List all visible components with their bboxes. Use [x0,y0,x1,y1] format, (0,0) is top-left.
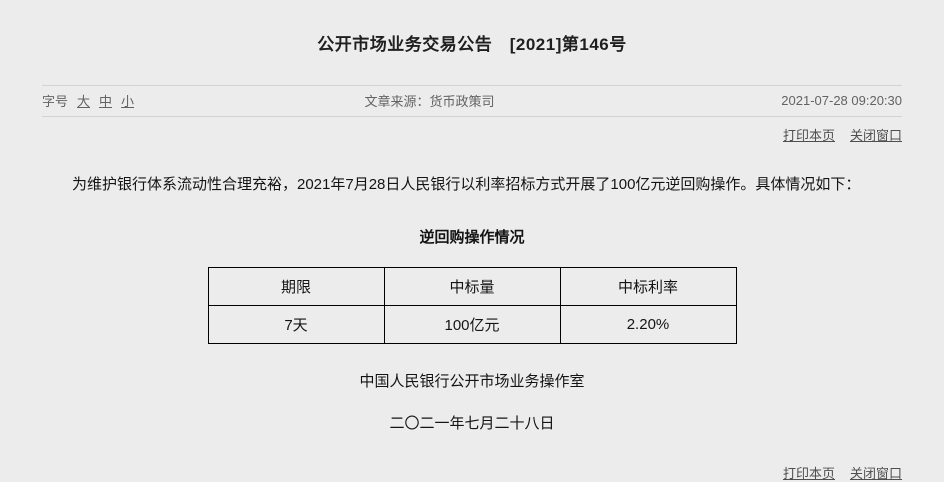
table-cell-term: 7天 [207,304,385,344]
announcement-paragraph: 为维护银行体系流动性合理充裕，2021年7月28日人民银行以利率招标方式开展了1… [72,176,861,193]
page-actions-top: 打印本页 关闭窗口 [42,117,902,152]
font-size-small-link[interactable]: 小 [121,94,135,109]
table-header-row: 期限 中标量 中标利率 [207,266,737,306]
issue-date: 二〇二一年七月二十八日 [389,414,555,432]
table-cell-rate: 2.20% [559,304,737,344]
close-window-link-top[interactable]: 关闭窗口 [849,128,902,143]
table-cell-volume: 100亿元 [383,304,561,344]
content-container: 公开市场业务交易公告 [2021]第146号 字号 大 中 小 文章来源：货币政… [42,0,902,482]
issuer-signature: 中国人民银行公开市场业务操作室 [359,372,585,390]
print-page-link-bottom[interactable]: 打印本页 [782,465,835,481]
print-page-link-top[interactable]: 打印本页 [782,128,835,143]
article-source: 文章来源：货币政策司 [364,94,495,109]
page-title: 公开市场业务交易公告 [2021]第146号 [317,35,627,54]
table-header-volume: 中标量 [383,266,561,306]
font-size-controls: 字号 大 中 小 [42,91,365,110]
font-size-large-link[interactable]: 大 [77,94,91,109]
page-actions-bottom: 打印本页 关闭窗口 [42,455,902,482]
table-header-rate: 中标利率 [559,266,737,306]
publish-datetime: 2021-07-28 09:20:30 [781,93,902,108]
font-size-label: 字号 [42,94,69,109]
table-header-term: 期限 [207,266,385,306]
operation-table: 期限 中标量 中标利率 7天 100亿元 2.20% [207,266,737,344]
table-data-row: 7天 100亿元 2.20% [207,304,737,344]
meta-bar: 字号 大 中 小 文章来源：货币政策司 2021-07-28 09:20:30 [42,85,902,117]
font-size-medium-link[interactable]: 中 [99,94,113,109]
close-window-link-bottom[interactable]: 关闭窗口 [849,465,902,481]
operation-table-title: 逆回购操作情况 [419,228,525,246]
